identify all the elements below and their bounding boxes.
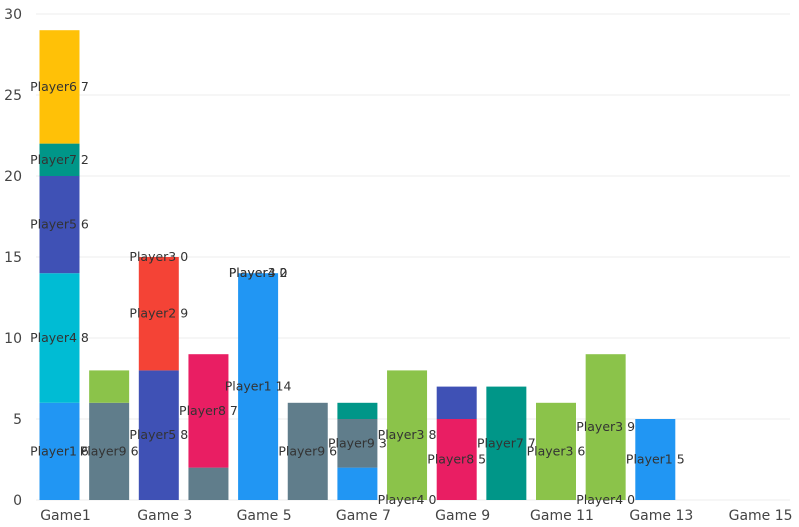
bar-segment-player4 [39,273,80,403]
bar-segment-player9 [188,467,229,500]
x-tick-label: Game1 [40,508,91,524]
bar-segment-player9 [89,402,130,500]
bar-segment-player6 [39,30,80,144]
bar-layer [39,30,676,500]
segment-label: Player4 8 [30,330,89,345]
x-tick-label: Game 11 [530,508,594,524]
bar-segment-player2 [138,257,179,371]
segment-label: Player7 2 [30,152,89,167]
segment-label: Player4 0 [229,265,288,280]
y-tick-label: 5 [13,412,22,428]
x-tick-label: Game 3 [137,508,192,524]
bar-segment-player7 [337,402,378,419]
segment-label: Player8 5 [427,452,486,467]
segment-label: Player8 7 [179,403,238,418]
segment-label: Player9 6 [278,443,337,458]
segment-label-layer: Player1 6 Player4 8 Player5 6 Player6 7 Play… [30,79,685,507]
segment-label: Player3 0 [129,249,188,264]
y-tick-label: 15 [4,250,22,266]
bar-segment-player1 [238,273,279,500]
y-tick-label: 20 [4,169,22,185]
bar-segment-player3 [89,370,130,403]
bar-segment-player5 [436,386,477,419]
bar-segment-player8 [436,419,477,500]
segment-label: Player3 2 [229,265,288,280]
x-tick-label: Game 9 [435,508,490,524]
bar-segment-player7 [486,386,527,500]
bar-segment-player7 [39,143,80,176]
x-axis: Game1 Game 3 Game 5 Game 7 Game 9 Game 11 Game… [40,508,792,524]
segment-label: Player5 8 [129,427,188,442]
bar-segment-player3 [387,370,428,500]
segment-label: Player1 6 [30,443,89,458]
y-tick-label: 0 [13,493,22,509]
y-tick-label: 25 [4,88,22,104]
bar-segment-player1 [39,402,80,500]
x-tick-label: Game 13 [629,508,693,524]
y-tick-label: 10 [4,331,22,347]
x-tick-label: Game 5 [237,508,292,524]
segment-label: Player9 6 [80,443,139,458]
bar-segment-player5 [138,370,179,500]
segment-label: Player3 9 [576,419,635,434]
y-tick-label: 30 [4,7,22,23]
segment-label: Player3 8 [378,427,437,442]
segment-label: Player1 14 [225,379,292,394]
x-tick-label: Game 7 [336,508,391,524]
bar-segment-player8 [188,354,229,468]
bar-segment-player3 [585,354,626,500]
segment-label: Player3 6 [527,443,586,458]
bar-segment-player9 [287,402,328,500]
x-tick-label: Game 15 [729,508,793,524]
segment-label: Player4 0 [576,492,635,507]
segment-label: Player1 5 [626,452,685,467]
segment-label: Player2 9 [129,306,188,321]
segment-label: Player6 7 [30,79,89,94]
segment-label: Player4 0 [378,492,437,507]
bar-segment-player3 [536,402,576,500]
segment-label: Player7 7 [477,435,536,450]
bar-segment-player1 [337,467,378,500]
segment-label: Player9 3 [328,435,387,450]
bar-segment-player9 [337,419,378,468]
bar-segment-player1 [635,419,676,500]
segment-label: Player5 6 [30,217,89,232]
y-axis: 0 5 10 15 20 25 30 [4,7,22,509]
bar-segment-player5 [39,176,80,274]
